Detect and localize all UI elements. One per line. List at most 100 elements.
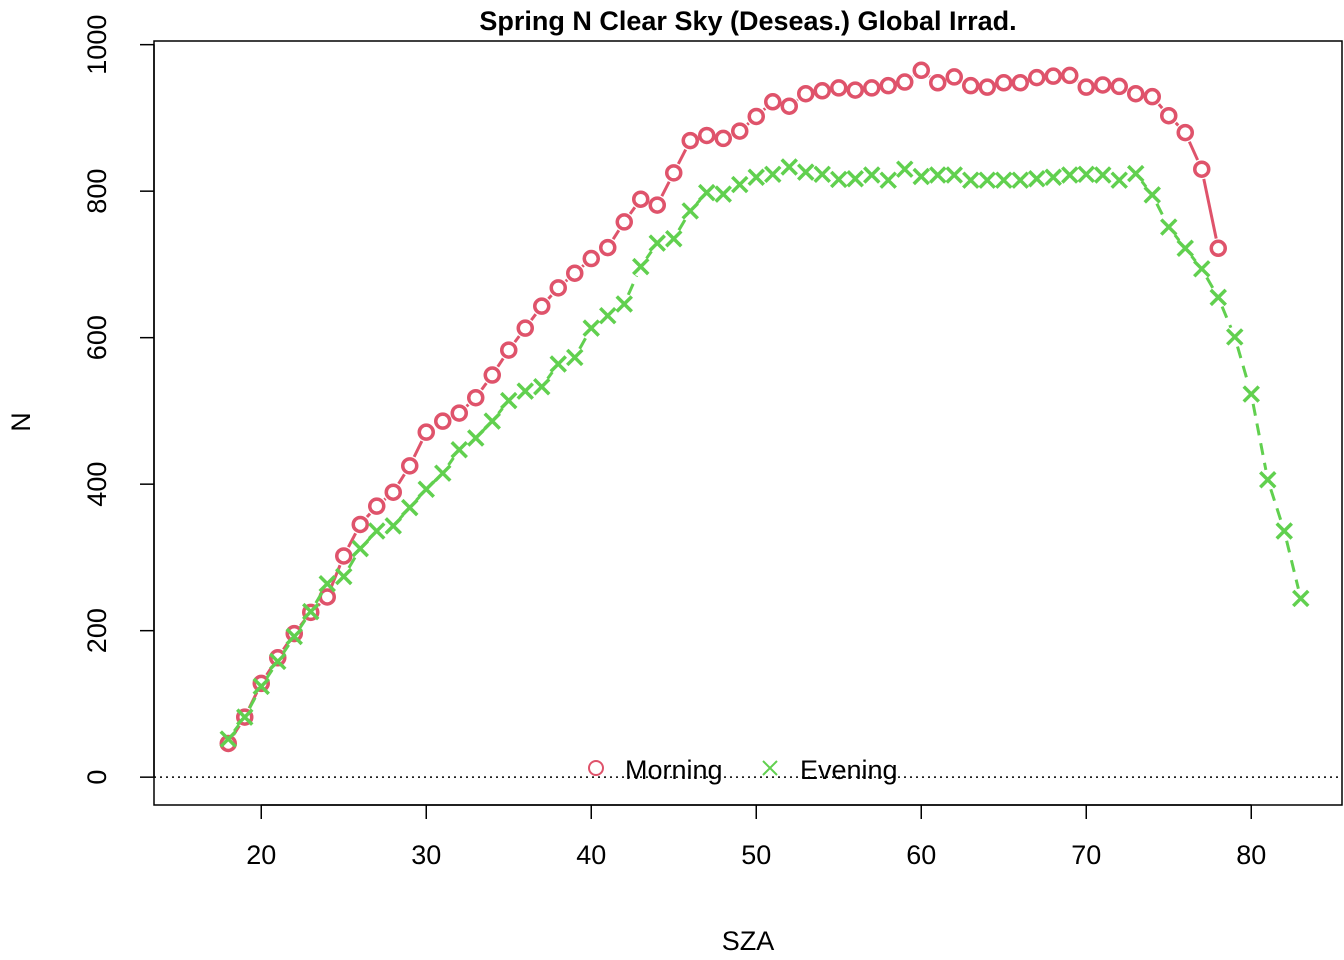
series-evening xyxy=(219,158,1310,748)
evening-point xyxy=(318,575,336,593)
series-morning xyxy=(219,61,1227,753)
evening-point xyxy=(1077,165,1095,184)
evening-segment xyxy=(447,457,455,466)
morning-point xyxy=(879,76,897,95)
evening-segment xyxy=(1173,234,1181,242)
morning-point xyxy=(1127,84,1145,103)
morning-segment xyxy=(547,294,553,300)
evening-point xyxy=(879,171,897,189)
morning-point xyxy=(1077,78,1095,96)
evening-point xyxy=(467,429,485,447)
evening-segment xyxy=(1251,403,1268,471)
evening-point xyxy=(1044,168,1062,186)
plot-frame xyxy=(153,40,1343,806)
evening-segment xyxy=(1269,488,1283,522)
evening-point xyxy=(648,234,666,252)
evening-segment xyxy=(578,336,588,350)
evening-point xyxy=(450,440,468,459)
evening-segment xyxy=(695,199,702,205)
evening-segment xyxy=(645,250,653,260)
evening-point xyxy=(698,183,716,202)
y-axis-label: N xyxy=(6,412,36,432)
evening-segment xyxy=(1285,540,1300,590)
legend-label-evening: Evening xyxy=(800,755,898,785)
legend-marker-morning xyxy=(588,760,604,776)
evening-point xyxy=(335,567,353,586)
y-tick-label-0: 0 xyxy=(82,770,112,785)
evening-point xyxy=(1292,589,1310,608)
morning-point xyxy=(302,603,320,622)
evening-point xyxy=(1176,239,1194,258)
x-tick-label-60: 60 xyxy=(906,840,936,870)
evening-segment xyxy=(233,724,240,732)
evening-segment xyxy=(265,668,274,679)
x-tick-label-50: 50 xyxy=(741,840,771,870)
morning-point xyxy=(912,61,930,80)
morning-segment xyxy=(1157,103,1164,110)
evening-segment xyxy=(1140,180,1148,188)
evening-segment xyxy=(398,514,405,520)
morning-point xyxy=(945,68,963,86)
x-tick-label-70: 70 xyxy=(1071,840,1101,870)
evening-point xyxy=(1160,218,1178,236)
evening-point xyxy=(533,378,551,396)
morning-segment xyxy=(581,264,585,268)
morning-point xyxy=(648,196,666,214)
morning-point xyxy=(483,366,501,384)
morning-point xyxy=(1094,76,1112,94)
evening-point xyxy=(236,708,254,726)
evening-point xyxy=(929,166,947,184)
evening-point xyxy=(978,171,996,189)
morning-segment xyxy=(1174,121,1180,127)
legend-entry-morning: Morning xyxy=(588,755,723,785)
morning-point xyxy=(533,297,551,315)
morning-point xyxy=(236,708,254,726)
evening-point xyxy=(1143,186,1161,204)
morning-segment xyxy=(530,313,537,322)
y-tick-label-1000: 1000 xyxy=(82,15,112,75)
evening-point xyxy=(813,165,831,184)
morning-segment xyxy=(347,532,357,548)
morning-point xyxy=(1143,87,1161,106)
morning-point xyxy=(582,249,600,268)
evening-segment xyxy=(1205,276,1215,290)
evening-segment xyxy=(415,495,421,502)
evening-point xyxy=(500,391,518,410)
morning-point xyxy=(335,547,353,565)
evening-point xyxy=(1094,166,1112,184)
evening-point xyxy=(632,257,650,276)
morning-point xyxy=(549,279,567,297)
morning-segment xyxy=(660,181,671,197)
evening-point xyxy=(1193,260,1211,278)
evening-point xyxy=(665,230,683,248)
x-tick-label-80: 80 xyxy=(1236,840,1266,870)
evening-segment xyxy=(1190,255,1197,262)
evening-segment xyxy=(626,275,639,296)
morning-point xyxy=(665,164,683,182)
morning-point xyxy=(896,73,914,91)
evening-point xyxy=(599,306,617,325)
morning-point xyxy=(632,190,650,208)
morning-point xyxy=(1011,74,1029,92)
evening-point xyxy=(434,464,452,482)
morning-point xyxy=(846,81,864,99)
evening-point xyxy=(269,652,287,671)
morning-segment xyxy=(1187,141,1200,161)
morning-segment xyxy=(628,206,637,215)
evening-point xyxy=(1110,171,1128,189)
morning-point xyxy=(1061,66,1079,85)
morning-segment xyxy=(496,357,505,368)
morning-segment xyxy=(1202,178,1218,239)
morning-point xyxy=(467,388,485,407)
evening-point xyxy=(1209,288,1227,307)
morning-point xyxy=(285,624,303,643)
morning-point xyxy=(681,131,699,150)
morning-point xyxy=(929,74,947,92)
morning-point xyxy=(747,107,765,126)
evening-point xyxy=(401,498,419,517)
evening-point xyxy=(945,166,963,184)
evening-segment xyxy=(282,644,290,654)
morning-point xyxy=(1110,77,1128,96)
legend-entry-evening: Evening xyxy=(762,755,898,785)
morning-point xyxy=(615,213,633,231)
